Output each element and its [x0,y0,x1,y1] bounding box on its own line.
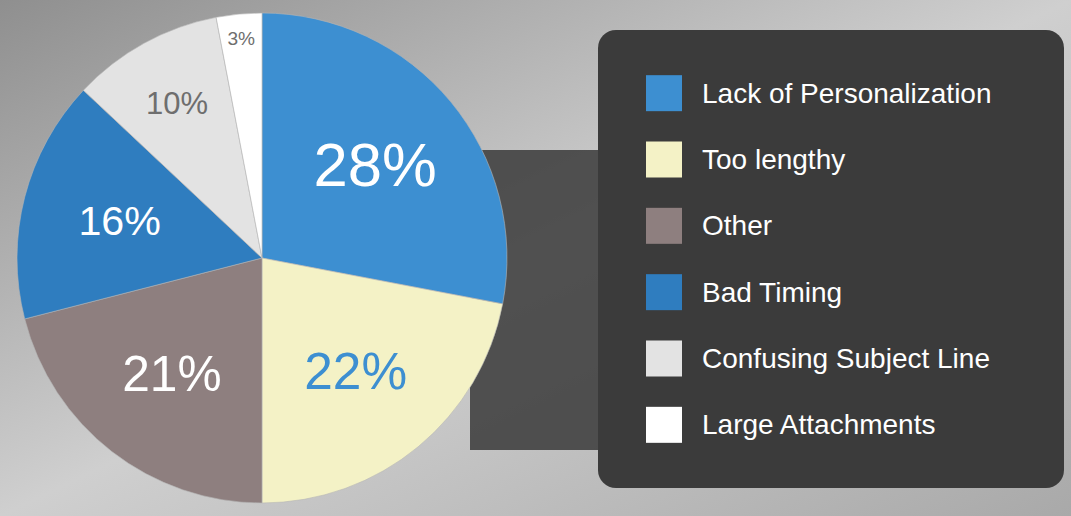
data-label: 28% [314,130,437,199]
data-labels: 28% 22% 21% 16% 10% 3% [78,28,437,402]
chart: 28% 22% 21% 16% 10% 3% Lack of Personalization… [0,0,1071,516]
legend-box [598,30,1064,488]
legend: Lack of Personalization Too lengthy Other B… [598,30,1064,488]
data-label: 16% [78,198,160,244]
data-label: 3% [227,28,255,49]
legend-label: Too lengthy [702,144,845,175]
legend-swatch [646,142,682,178]
legend-swatch [646,208,682,244]
data-label: 22% [304,342,407,400]
legend-swatch [646,75,682,111]
pie-slice [262,13,507,304]
legend-swatch [646,341,682,377]
pie-slice [262,258,503,503]
data-label: 21% [122,346,221,402]
pie [17,13,507,503]
legend-label: Large Attachments [702,409,935,440]
legend-label: Lack of Personalization [702,78,992,109]
legend-label: Bad Timing [702,277,842,308]
legend-swatch [646,407,682,443]
legend-swatch [646,274,682,310]
pie-slice [216,13,262,258]
background [0,0,1071,516]
legend-label: Other [702,210,772,241]
legend-label: Confusing Subject Line [702,343,990,374]
data-label: 10% [146,86,208,121]
